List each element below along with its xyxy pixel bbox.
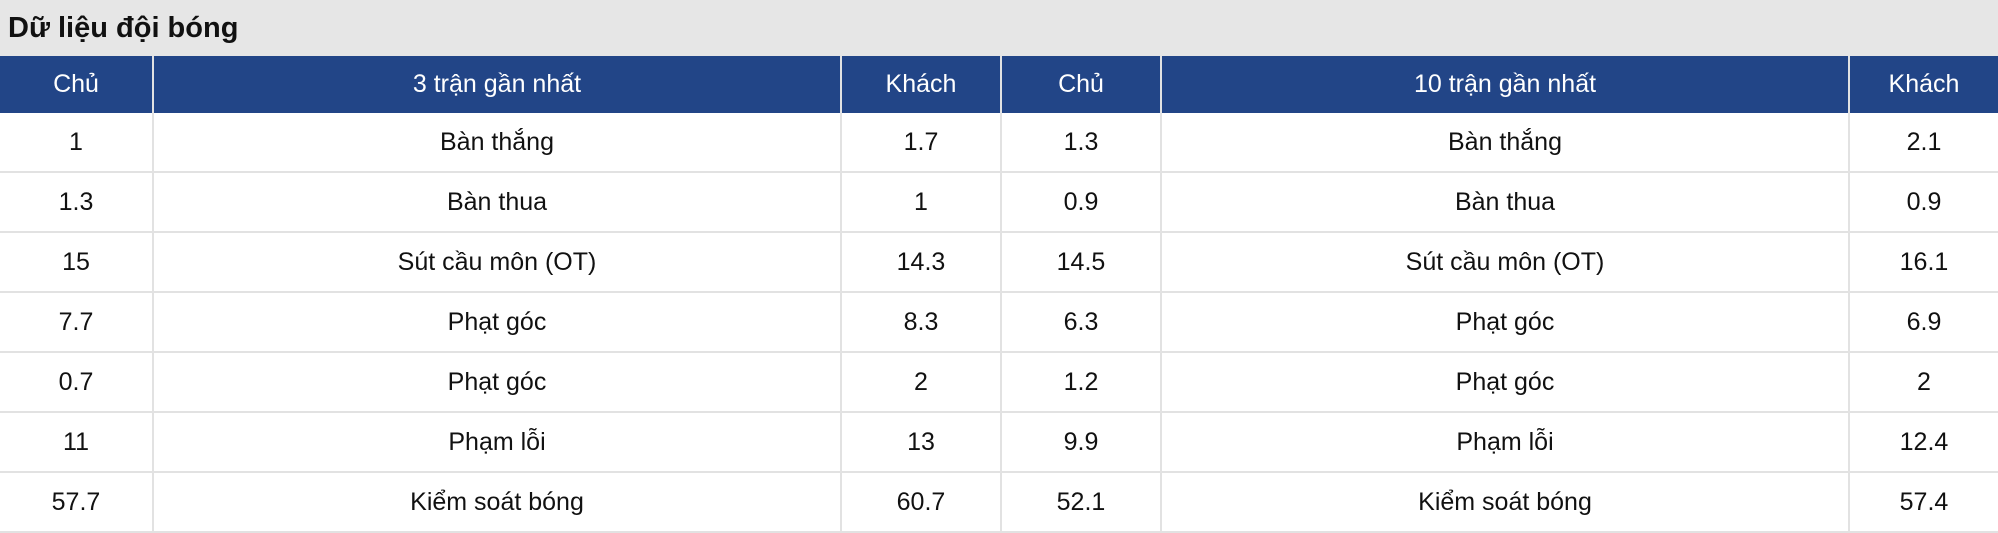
cell-stat: Bàn thắng [153, 113, 842, 173]
page-title: Dữ liệu đội bóng [8, 11, 239, 44]
header-stat-last10: 10 trận gần nhất [1161, 56, 1850, 113]
cell-home: 1.3 [0, 172, 154, 233]
header-away-last3: Khách [841, 56, 1002, 113]
header-home-last3: Chủ [0, 56, 154, 113]
cell-away: 14.3 [841, 232, 1002, 293]
cell-away: 1 [841, 172, 1002, 233]
cell-stat: Phạt góc [1161, 352, 1850, 413]
cell-away: 2 [841, 352, 1002, 413]
cell-home: 14.5 [1001, 232, 1162, 293]
cell-away: 13 [841, 412, 1002, 473]
table-row: 15 Sút cầu môn (OT) 14.3 14.5 Sút cầu môn (O… [0, 232, 1998, 293]
cell-stat: Phạt góc [1161, 292, 1850, 353]
header-stat-last3: 3 trận gần nhất [153, 56, 842, 113]
cell-stat: Sút cầu môn (OT) [1161, 232, 1850, 293]
table-row: 0.7 Phạt góc 2 1.2 Phạt góc 2 [0, 352, 1998, 413]
cell-home: 11 [0, 412, 154, 473]
cell-stat: Sút cầu môn (OT) [153, 232, 842, 293]
cell-away: 12.4 [1849, 412, 1998, 473]
cell-home: 1 [0, 113, 154, 173]
cell-away: 1.7 [841, 113, 1002, 173]
table-row: 57.7 Kiểm soát bóng 60.7 52.1 Kiểm soát bóng… [0, 472, 1998, 533]
table-row: 7.7 Phạt góc 8.3 6.3 Phạt góc 6.9 [0, 292, 1998, 353]
cell-away: 6.9 [1849, 292, 1998, 353]
cell-away: 0.9 [1849, 172, 1998, 233]
header-home-last10: Chủ [1001, 56, 1162, 113]
table-header: Chủ 3 trận gần nhất Khách Chủ 10 trận gần nh… [0, 56, 1998, 113]
cell-stat: Phạt góc [153, 292, 842, 353]
table-row: 11 Phạm lỗi 13 9.9 Phạm lỗi 12.4 [0, 412, 1998, 473]
cell-home: 1.3 [1001, 113, 1162, 173]
cell-away: 60.7 [841, 472, 1002, 533]
cell-home: 52.1 [1001, 472, 1162, 533]
cell-stat: Bàn thua [153, 172, 842, 233]
cell-home: 9.9 [1001, 412, 1162, 473]
cell-stat: Phạm lỗi [153, 412, 842, 473]
header-away-last10: Khách [1849, 56, 1998, 113]
cell-home: 57.7 [0, 472, 154, 533]
team-stats-table: Chủ 3 trận gần nhất Khách Chủ 10 trận gần nh… [0, 56, 1998, 533]
title-bar: Dữ liệu đội bóng [0, 0, 1998, 56]
table-row: 1 Bàn thắng 1.7 1.3 Bàn thắng 2.1 [0, 113, 1998, 173]
cell-away: 8.3 [841, 292, 1002, 353]
cell-away: 16.1 [1849, 232, 1998, 293]
cell-away: 2.1 [1849, 113, 1998, 173]
cell-stat: Kiểm soát bóng [1161, 472, 1850, 533]
cell-home: 7.7 [0, 292, 154, 353]
cell-stat: Phạm lỗi [1161, 412, 1850, 473]
cell-stat: Phạt góc [153, 352, 842, 413]
cell-stat: Kiểm soát bóng [153, 472, 842, 533]
cell-home: 15 [0, 232, 154, 293]
cell-away: 2 [1849, 352, 1998, 413]
cell-stat: Bàn thua [1161, 172, 1850, 233]
cell-home: 0.9 [1001, 172, 1162, 233]
cell-home: 1.2 [1001, 352, 1162, 413]
cell-away: 57.4 [1849, 472, 1998, 533]
cell-stat: Bàn thắng [1161, 113, 1850, 173]
cell-home: 0.7 [0, 352, 154, 413]
cell-home: 6.3 [1001, 292, 1162, 353]
table-row: 1.3 Bàn thua 1 0.9 Bàn thua 0.9 [0, 172, 1998, 233]
